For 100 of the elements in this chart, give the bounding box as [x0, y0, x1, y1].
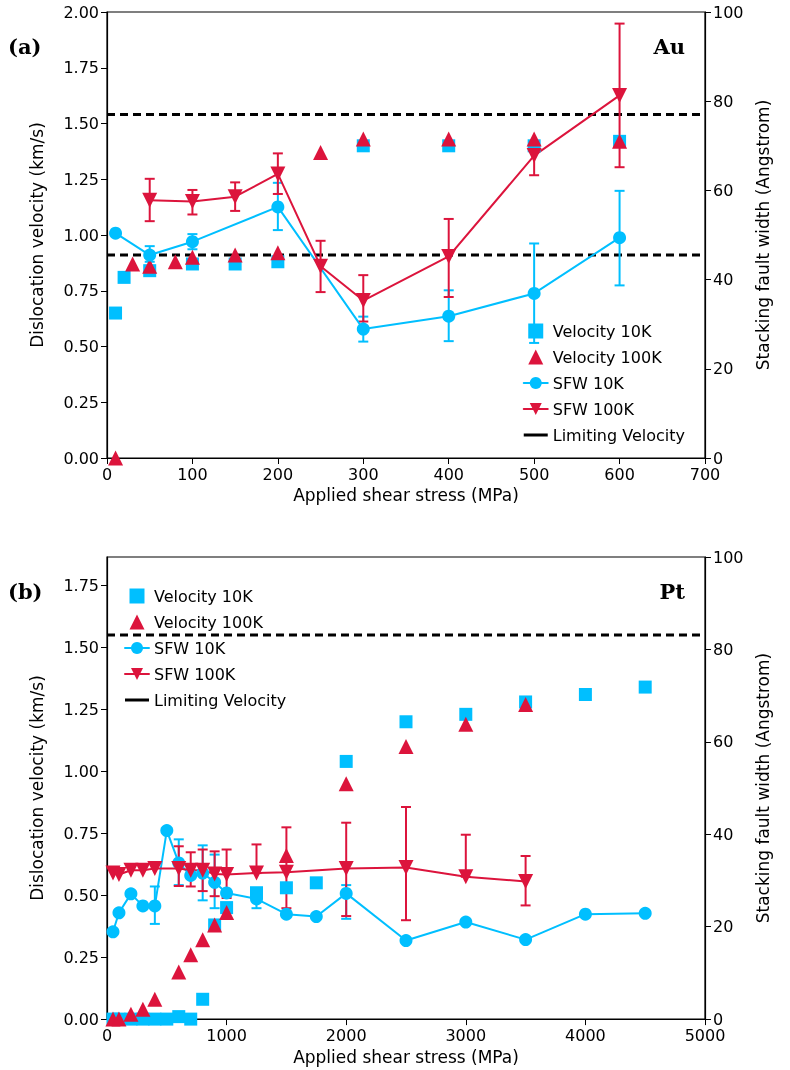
- point: [339, 886, 353, 900]
- point: [195, 862, 211, 878]
- point: [171, 860, 187, 876]
- point: [184, 249, 200, 265]
- y2-tick-label: 80: [713, 91, 734, 111]
- x-tick-label: 2000: [325, 1025, 367, 1045]
- point: [278, 848, 294, 864]
- point: [184, 194, 200, 210]
- y-tick-label: 1.00: [63, 225, 99, 245]
- point: [124, 887, 138, 901]
- y2-tick-label: 40: [713, 270, 734, 290]
- point: [271, 200, 285, 214]
- y-tick-label: 0.50: [63, 337, 99, 356]
- point: [613, 231, 627, 245]
- y-tick-label: 0.00: [63, 448, 99, 468]
- y2-tick-label: 100: [713, 2, 744, 22]
- point: [135, 1001, 151, 1017]
- y2-tick-label: 20: [713, 917, 734, 937]
- point: [309, 910, 323, 924]
- point: [167, 254, 183, 270]
- point: [458, 716, 474, 732]
- x-tick-label: 3000: [445, 1025, 487, 1045]
- point: [442, 309, 456, 323]
- x-axis-title: Applied shear stress (MPa): [293, 485, 519, 506]
- point: [526, 131, 542, 147]
- y2-tick-label: 20: [713, 359, 734, 379]
- y-tick-label: 1.75: [63, 58, 99, 78]
- point: [519, 933, 533, 947]
- point: [135, 862, 151, 878]
- point: [171, 964, 187, 980]
- point: [108, 450, 124, 466]
- point: [270, 166, 286, 182]
- legend-label: Velocity 10K: [154, 586, 254, 606]
- point: [195, 932, 211, 948]
- x-tick-label: 4000: [565, 1025, 606, 1045]
- point: [219, 866, 235, 882]
- point: [518, 873, 534, 889]
- x-tick-label: 1000: [206, 1025, 247, 1045]
- y-tick-label: 1.50: [63, 637, 99, 657]
- point: [526, 148, 542, 164]
- point: [638, 906, 652, 920]
- point: [227, 247, 243, 263]
- point: [112, 906, 126, 920]
- point: [279, 907, 293, 921]
- point: [338, 860, 354, 876]
- x-tick-label: 100: [177, 464, 208, 484]
- point: [123, 1006, 139, 1022]
- point: [527, 286, 541, 300]
- point: [398, 739, 414, 755]
- point: [459, 707, 473, 721]
- y-tick-label: 0.25: [63, 947, 99, 967]
- annotation: Pt: [659, 579, 686, 604]
- legend-label: Velocity 10K: [552, 321, 652, 341]
- y-tick-label: 1.25: [63, 699, 99, 719]
- point: [219, 905, 235, 921]
- legend-label: SFW 100K: [552, 399, 635, 419]
- x-tick-label: 200: [262, 464, 294, 484]
- y2-tick-label: 60: [713, 180, 734, 200]
- y-tick-label: 0.75: [63, 281, 99, 301]
- point: [123, 862, 139, 878]
- point: [109, 306, 123, 320]
- point: [638, 680, 652, 694]
- point: [578, 688, 592, 702]
- point: [356, 322, 370, 336]
- point: [355, 131, 371, 147]
- y-tick-label: 1.75: [63, 575, 99, 595]
- point: [339, 754, 353, 768]
- point: [249, 865, 264, 881]
- point: [279, 881, 293, 895]
- y2-axis-title: Stacking fault width (Angstrom): [752, 652, 773, 924]
- y2-tick-label: 80: [713, 639, 734, 659]
- point: [136, 899, 150, 913]
- point: [172, 1010, 186, 1024]
- point: [338, 776, 354, 792]
- x-tick-label: 300: [348, 464, 379, 484]
- legend-label: Velocity 100K: [154, 612, 264, 632]
- y2-axis-title: Stacking fault width (Angstrom): [752, 99, 773, 371]
- point: [313, 144, 329, 160]
- y-tick-label: 0.25: [63, 392, 99, 412]
- y2-tick-label: 40: [713, 824, 734, 844]
- y-tick-label: 0.50: [63, 885, 99, 905]
- y-tick-label: 0.00: [63, 1009, 99, 1029]
- y-tick-label: 1.00: [63, 761, 99, 781]
- legend-label: SFW 100K: [154, 664, 236, 684]
- x-tick-label: 500: [518, 464, 550, 484]
- y-tick-label: 2.00: [63, 2, 99, 22]
- point: [399, 934, 413, 948]
- point: [227, 189, 243, 205]
- point: [160, 824, 174, 838]
- point: [459, 915, 473, 929]
- point: [147, 991, 163, 1007]
- text: (a): [8, 34, 42, 59]
- point: [270, 245, 286, 261]
- point: [196, 992, 210, 1006]
- point: [148, 899, 162, 913]
- point: [441, 131, 457, 147]
- point: [612, 87, 628, 103]
- y-tick-label: 1.25: [63, 169, 99, 189]
- text: (b): [8, 579, 43, 604]
- y2-tick-label: 100: [713, 547, 744, 567]
